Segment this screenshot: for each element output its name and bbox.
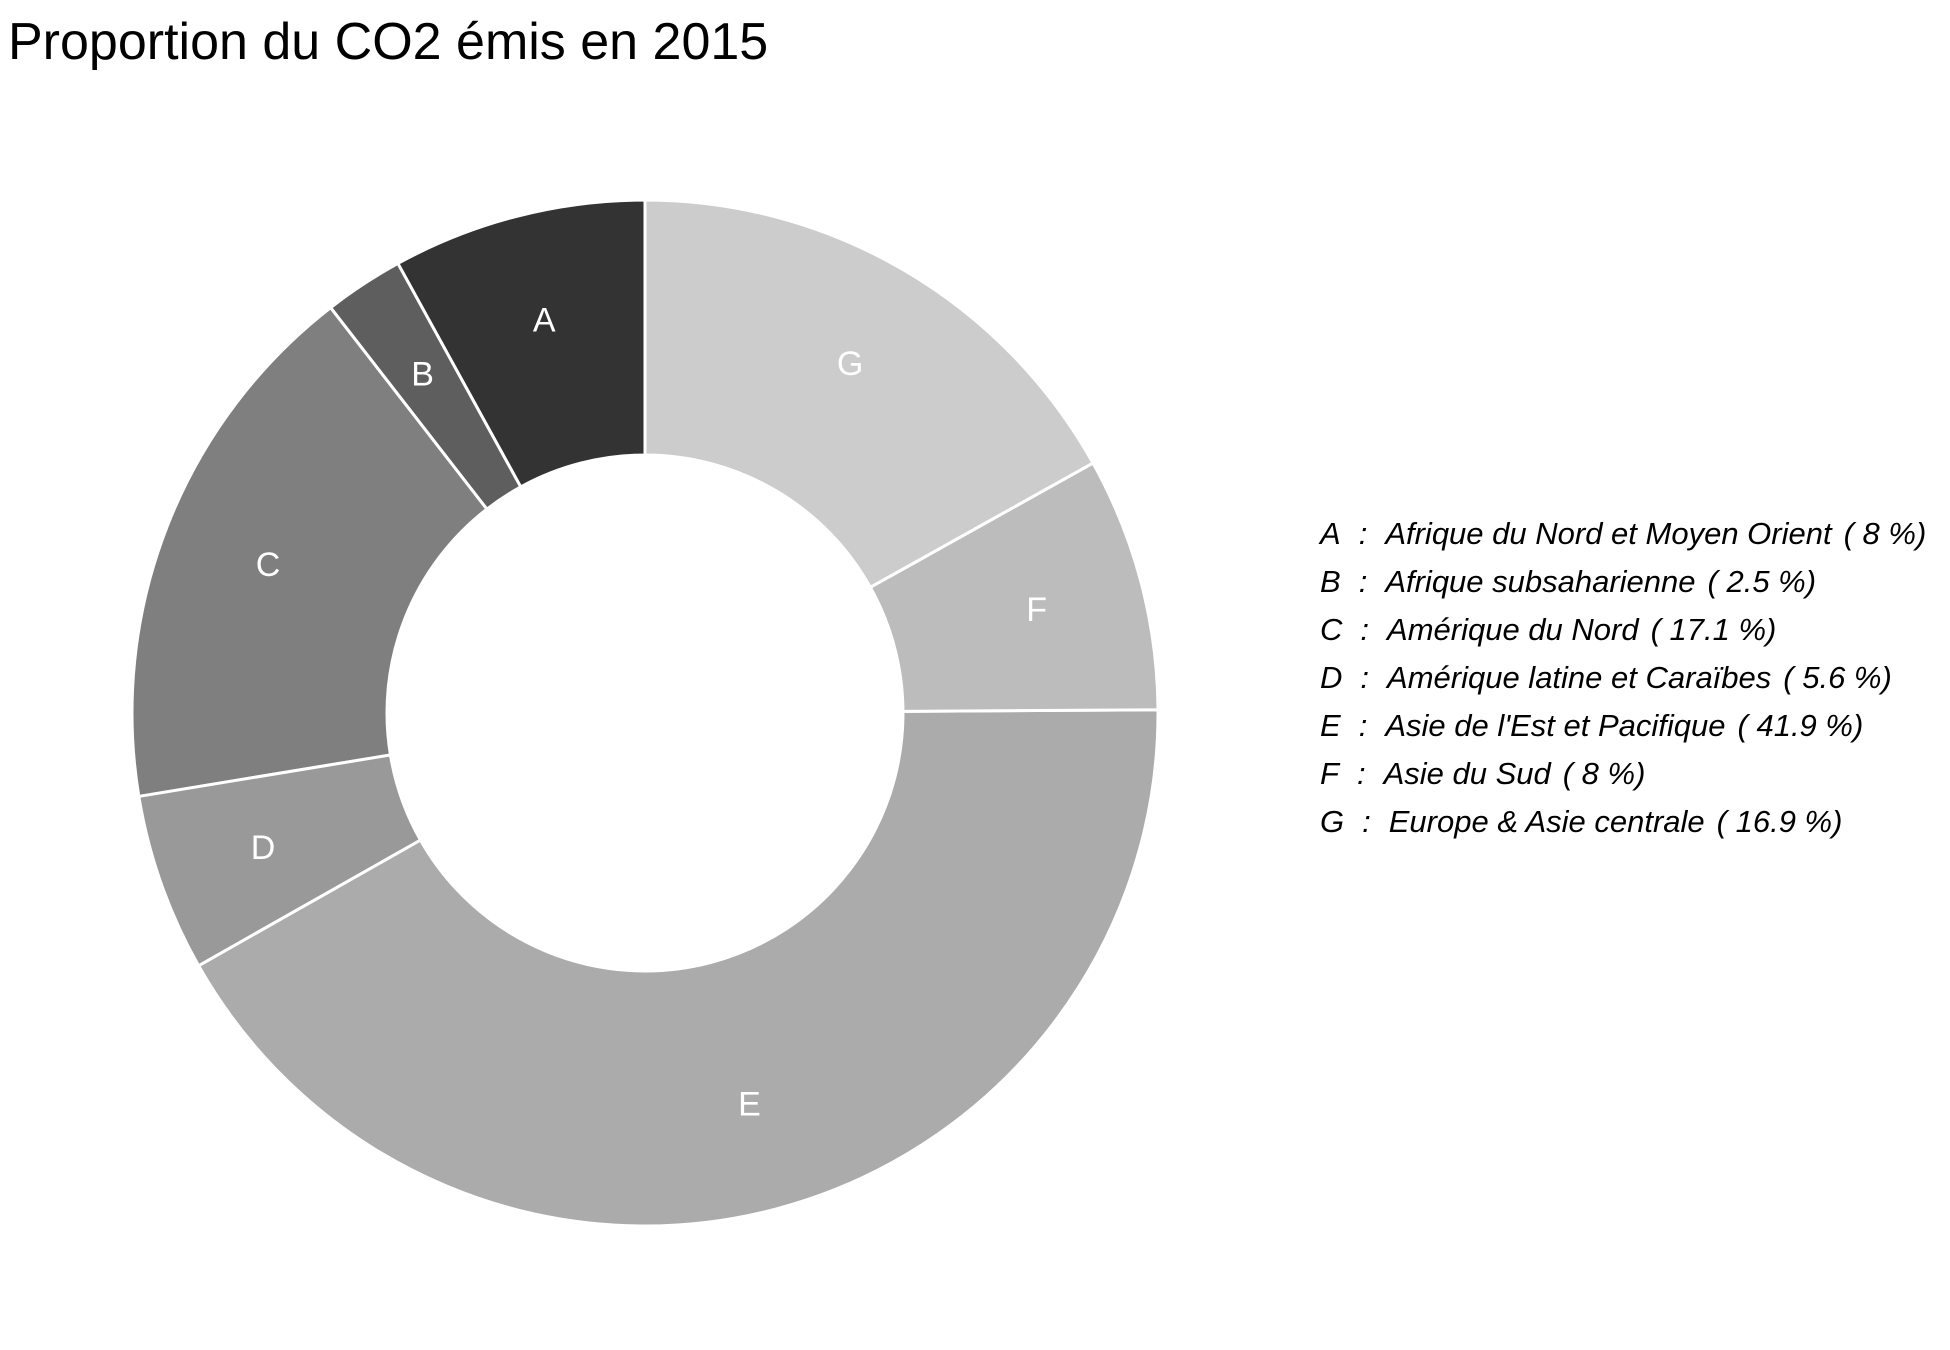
legend-percent: ( 16.9 %) <box>1716 804 1843 839</box>
legend-entry-g: G: Europe & Asie centrale ( 16.9 %) <box>1320 798 1926 846</box>
legend-region-name: Asie du Sud <box>1383 756 1551 791</box>
legend-separator: : <box>1360 612 1370 647</box>
legend-separator: : <box>1356 756 1366 791</box>
legend-separator: : <box>1358 516 1368 551</box>
chart-title: Proportion du CO2 émis en 2015 <box>8 13 769 71</box>
legend-key: C <box>1320 612 1343 647</box>
legend: A: Afrique du Nord et Moyen Orient ( 8 %) B… <box>1320 510 1926 846</box>
legend-entry-a: A: Afrique du Nord et Moyen Orient ( 8 %) <box>1320 510 1926 558</box>
donut-slice-labels: A B C D E F G <box>251 302 1047 1124</box>
legend-separator: : <box>1358 564 1368 599</box>
donut-slice-c <box>130 305 489 799</box>
legend-separator: : <box>1358 708 1368 743</box>
legend-percent: ( 17.1 %) <box>1650 612 1777 647</box>
donut-slice-g <box>643 198 1096 590</box>
legend-region-name: Afrique subsaharienne <box>1385 564 1696 599</box>
legend-key: D <box>1320 660 1343 695</box>
legend-region-name: Asie de l'Est et Pacifique <box>1385 708 1726 743</box>
slice-label-d: D <box>251 829 276 867</box>
legend-entry-b: B: Afrique subsaharienne ( 2.5 %) <box>1320 558 1926 606</box>
legend-entry-f: F: Asie du Sud ( 8 %) <box>1320 750 1926 798</box>
legend-key: F <box>1320 756 1339 791</box>
legend-key: G <box>1320 804 1345 839</box>
legend-key: A <box>1320 516 1341 551</box>
slice-label-f: F <box>1026 591 1047 629</box>
legend-region-name: Afrique du Nord et Moyen Orient <box>1385 516 1832 551</box>
legend-region-name: Europe & Asie centrale <box>1388 804 1705 839</box>
donut-slice-e <box>196 708 1160 1228</box>
slice-label-g: G <box>837 345 863 383</box>
slice-label-c: C <box>256 546 281 584</box>
legend-entry-c: C: Amérique du Nord ( 17.1 %) <box>1320 606 1926 654</box>
legend-entry-e: E: Asie de l'Est et Pacifique ( 41.9 %) <box>1320 702 1926 750</box>
legend-key: E <box>1320 708 1341 743</box>
legend-key: B <box>1320 564 1341 599</box>
legend-region-name: Amérique latine et Caraïbes <box>1387 660 1772 695</box>
legend-percent: ( 41.9 %) <box>1737 708 1864 743</box>
legend-region-name: Amérique du Nord <box>1387 612 1639 647</box>
legend-entry-d: D: Amérique latine et Caraïbes ( 5.6 %) <box>1320 654 1926 702</box>
legend-percent: ( 8 %) <box>1843 516 1927 551</box>
slice-label-a: A <box>533 302 556 340</box>
legend-separator: : <box>1362 804 1371 839</box>
legend-percent: ( 8 %) <box>1562 756 1646 791</box>
legend-percent: ( 5.6 %) <box>1783 660 1892 695</box>
slice-label-b: B <box>411 355 434 393</box>
donut-slices <box>130 198 1160 1228</box>
legend-percent: ( 2.5 %) <box>1707 564 1817 599</box>
legend-separator: : <box>1360 660 1370 695</box>
slice-label-e: E <box>738 1085 761 1123</box>
